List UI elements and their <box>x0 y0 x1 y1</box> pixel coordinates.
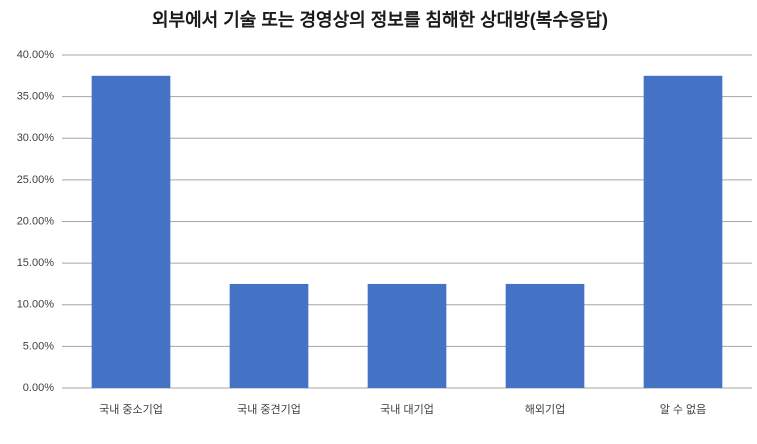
bar <box>91 75 171 388</box>
x-tick-label: 알 수 없음 <box>660 402 707 416</box>
y-tick-label: 0.00% <box>23 382 54 394</box>
y-tick-label: 25.00% <box>17 174 55 186</box>
bar <box>229 283 309 388</box>
bar <box>505 283 585 388</box>
x-tick-label: 국내 대기업 <box>380 403 434 416</box>
y-tick-label: 35.00% <box>17 91 55 103</box>
y-tick-label: 40.00% <box>17 49 55 61</box>
y-tick-label: 10.00% <box>17 299 55 311</box>
chart-title: 외부에서 기술 또는 경영상의 정보를 침해한 상대방(복수응답) <box>152 10 608 30</box>
x-tick-label: 국내 중소기업 <box>99 403 163 416</box>
y-tick-label: 5.00% <box>23 340 54 352</box>
x-tick-label: 해외기업 <box>525 402 565 416</box>
bar <box>643 75 723 388</box>
y-tick-label: 15.00% <box>17 257 55 269</box>
y-tick-label: 20.00% <box>17 215 55 227</box>
y-tick-label: 30.00% <box>17 132 55 144</box>
bar <box>367 283 447 388</box>
x-tick-label: 국내 중견기업 <box>237 403 301 416</box>
